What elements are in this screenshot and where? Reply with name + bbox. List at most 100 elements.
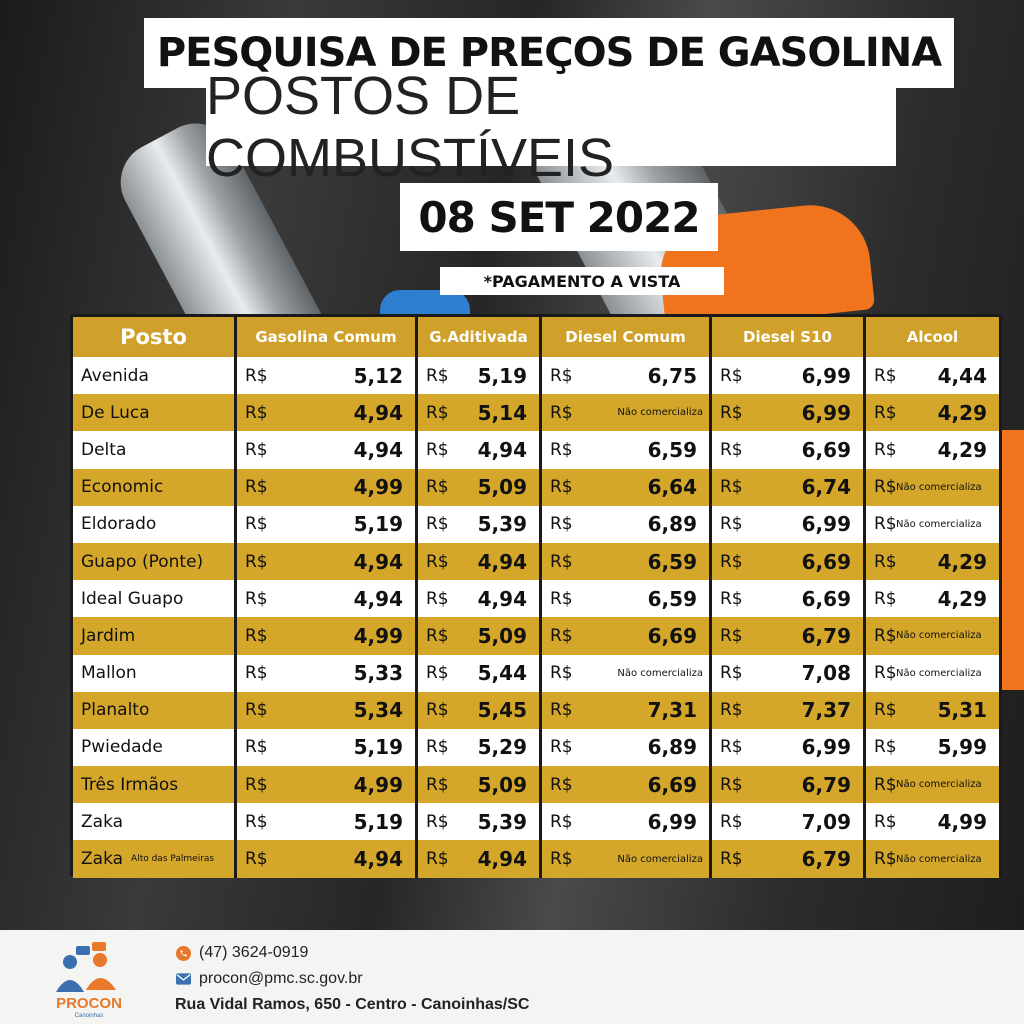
currency-label: R$ [720,811,743,832]
price-cell-diesel-s10: R$ 6,79 [712,766,866,804]
posto-name: Avenida [73,357,237,395]
currency-label: R$ [874,365,897,386]
price-value: 6,79 [801,847,851,872]
price-value: 4,99 [937,809,987,834]
price-cell-diesel-comum: R$ 6,59 [542,580,712,618]
posto-name: De Luca [73,394,237,432]
price-cell-alcool: R$ Não comercializa [866,655,999,692]
posto-label: Ideal Guapo [81,588,184,609]
currency-label: R$ [426,625,449,646]
price-cell-gasolina-comum: R$ 5,19 [237,505,418,543]
price-value: 4,94 [353,847,403,872]
price-value: 6,79 [801,772,851,797]
footer [0,930,1024,1024]
contact-phone: (47) 3624-0919 [175,944,308,962]
price-table: Posto Gasolina Comum G.Aditivada Diesel … [70,314,1002,878]
posto-name: Zaka Alto das Palmeiras [73,840,237,878]
price-cell-diesel-s10: R$ 6,69 [712,542,866,581]
price-cell-gasolina-comum: R$ 4,99 [237,468,418,506]
price-value: 6,99 [647,809,697,834]
phone-icon [175,945,191,961]
price-value: 4,94 [353,586,403,611]
price-cell-gasolina-aditivada: R$ 5,39 [418,803,542,841]
currency-label: R$ [550,663,573,684]
price-cell-diesel-comum: R$ Não comercializa [542,840,712,878]
price-cell-diesel-comum: R$ 6,69 [542,617,712,655]
currency-label: R$ [720,477,743,498]
price-value: 6,69 [801,549,851,574]
price-value: 6,79 [801,623,851,648]
email-link[interactable]: procon@pmc.sc.gov.br [199,970,363,987]
price-value: 5,19 [477,363,527,388]
price-cell-diesel-comum: R$ 6,59 [542,542,712,581]
price-cell-diesel-comum: R$ 6,89 [542,728,712,767]
posto-name: Jardim [73,617,237,655]
price-value: 6,59 [647,549,697,574]
price-value: 4,99 [353,623,403,648]
price-value: 4,94 [477,586,527,611]
price-cell-gasolina-aditivada: R$ 5,09 [418,766,542,804]
price-value: 5,99 [937,735,987,760]
table-row: Guapo (Ponte) R$ 4,94 R$ 4,94 R$ 6,59 R$ 6,69 R$ 4… [73,542,999,581]
not-sold-label: Não comercializa [617,667,703,679]
price-value: 5,39 [477,809,527,834]
currency-label: R$ [426,588,449,609]
posto-label: Pwiedade [81,737,163,758]
price-value: 6,69 [647,623,697,648]
price-value: 4,94 [477,549,527,574]
posto-name: Pwiedade [73,728,237,767]
price-cell-alcool: R$ Não comercializa [866,766,999,803]
posto-label: De Luca [81,402,150,423]
currency-label: R$ [426,402,449,423]
price-cell-gasolina-comum: R$ 5,34 [237,691,418,729]
currency-label: R$ [426,514,449,535]
price-cell-gasolina-comum: R$ 5,19 [237,728,418,767]
title-main: PESQUISA DE PREÇOS DE GASOLINA [144,18,954,88]
price-value: 4,29 [937,400,987,425]
price-value: 6,64 [647,475,697,500]
table-row: Ideal Guapo R$ 4,94 R$ 4,94 R$ 6,59 R$ 6,69 R$ 4,2… [73,580,999,618]
price-value: 5,44 [477,661,527,686]
posto-label: Jardim [81,625,136,646]
price-cell-alcool: R$ 4,29 [866,394,999,431]
currency-label: R$ [426,551,449,572]
currency-label: R$ [874,588,897,609]
phone-text: (47) 3624-0919 [199,944,309,961]
posto-name: Mallon [73,654,237,692]
posto-label: Delta [81,439,127,460]
price-value: 5,34 [353,698,403,723]
table-row: De Luca R$ 4,94 R$ 5,14 R$ Não comercializa R$ 6… [73,394,999,432]
currency-label: R$ [720,439,743,460]
procon-logo: PROCON Canoinhas [56,942,122,1019]
currency-label: R$ [874,625,897,646]
price-value: 6,74 [801,475,851,500]
currency-label: R$ [550,700,573,721]
price-cell-gasolina-comum: R$ 5,33 [237,654,418,692]
table-row: Eldorado R$ 5,19 R$ 5,39 R$ 6,89 R$ 6,99 R$ Não co… [73,505,999,543]
currency-label: R$ [550,774,573,795]
price-value: 5,39 [477,512,527,537]
price-value: 6,69 [801,437,851,462]
price-value: 5,09 [477,623,527,648]
currency-label: R$ [874,514,897,535]
price-cell-diesel-s10: R$ 6,99 [712,505,866,543]
currency-label: R$ [874,477,897,498]
price-cell-alcool: R$ 4,99 [866,803,999,840]
posto-label: Planalto [81,700,150,721]
price-cell-gasolina-aditivada: R$ 5,29 [418,728,542,767]
price-value: 4,94 [353,437,403,462]
logo-text: PROCON [56,995,122,1012]
header-posto: Posto [73,317,237,357]
payment-note: *PAGAMENTO A VISTA [440,267,724,295]
currency-label: R$ [550,588,573,609]
price-cell-diesel-s10: R$ 7,37 [712,691,866,729]
currency-label: R$ [426,439,449,460]
currency-label: R$ [550,402,573,423]
currency-label: R$ [426,737,449,758]
currency-label: R$ [426,477,449,498]
currency-label: R$ [874,737,897,758]
currency-label: R$ [426,774,449,795]
price-value: 6,99 [801,735,851,760]
price-value: 4,94 [477,437,527,462]
currency-label: R$ [550,811,573,832]
